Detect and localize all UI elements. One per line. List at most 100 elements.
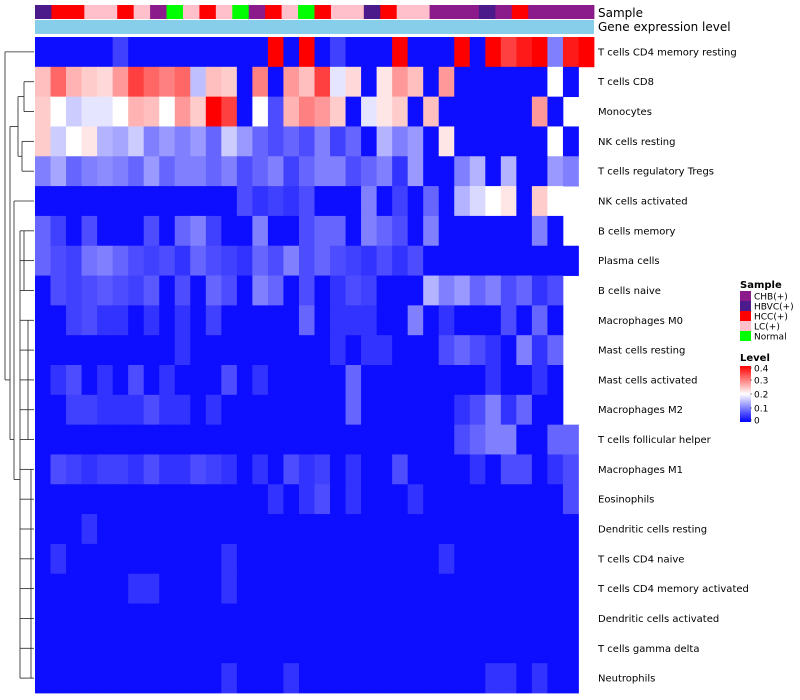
heatmap-cell <box>112 633 129 664</box>
heatmap-cell <box>35 424 51 455</box>
heatmap-cell <box>190 305 207 336</box>
heatmap-cell <box>376 663 393 694</box>
heatmap-cell <box>112 156 129 187</box>
heatmap-cell <box>454 454 471 485</box>
heatmap-cell <box>97 514 114 545</box>
heatmap-cell <box>50 37 67 68</box>
heatmap-cell <box>298 633 315 664</box>
row-label: NK cells activated <box>598 197 688 208</box>
heatmap-cell <box>392 156 409 187</box>
heatmap-cell <box>66 424 82 455</box>
heatmap-cell <box>221 96 238 127</box>
heatmap-cell <box>345 514 362 545</box>
heatmap-cell <box>159 156 176 187</box>
heatmap-cell <box>283 514 300 545</box>
sample-annotation-cell <box>347 5 365 19</box>
heatmap-cell <box>128 66 145 98</box>
heatmap-cell <box>469 573 486 604</box>
heatmap-cell <box>205 633 222 664</box>
heatmap-cell <box>314 126 331 157</box>
heatmap-cell <box>174 394 191 426</box>
heatmap-cell <box>485 215 502 247</box>
heatmap-cell <box>485 275 502 306</box>
heatmap-cell <box>221 305 238 336</box>
heatmap-cell <box>423 633 440 664</box>
heatmap-cell <box>267 186 284 217</box>
sample-annotation-cell <box>117 5 135 19</box>
heatmap-cell <box>205 663 222 694</box>
heatmap-cell <box>500 484 517 515</box>
heatmap-cell <box>392 66 409 98</box>
heatmap-cell <box>345 603 362 634</box>
heatmap-cell <box>81 663 98 694</box>
heatmap-cell <box>407 186 424 217</box>
heatmap-cell <box>190 156 207 187</box>
gene-expression-annotation-bar <box>35 20 594 34</box>
heatmap-cell <box>97 305 114 336</box>
heatmap-cell <box>469 424 486 455</box>
heatmap-cell <box>298 126 315 157</box>
row-labels: T cells CD4 memory resting T cells CD8 Mon… <box>597 47 749 684</box>
heatmap-cell <box>562 603 579 634</box>
heatmap-cell <box>97 394 114 426</box>
heatmap-cell <box>190 37 207 68</box>
heatmap-cell <box>547 335 564 366</box>
heatmap-cell <box>236 37 253 68</box>
heatmap-cell <box>50 543 67 575</box>
heatmap-cell <box>283 394 300 426</box>
heatmap-cell <box>469 66 486 98</box>
heatmap-cell <box>407 543 424 575</box>
heatmap-cell <box>205 573 222 604</box>
sample-annotation-cell <box>561 5 578 19</box>
legend-swatch <box>740 321 751 331</box>
heatmap-cell <box>438 126 455 157</box>
heatmap-cell <box>221 603 238 634</box>
heatmap-cell <box>66 66 82 98</box>
row-label: T cells CD8 <box>597 77 654 88</box>
heatmap-cell <box>66 37 82 68</box>
heatmap-cell <box>361 573 378 604</box>
heatmap-cell <box>205 96 222 127</box>
legend-level-title: Level <box>740 353 770 364</box>
heatmap-cell <box>361 96 378 127</box>
sample-annotation-cell <box>528 5 546 19</box>
heatmap-cell <box>531 454 548 485</box>
heatmap-cell <box>50 215 67 247</box>
heatmap-cell <box>128 275 145 306</box>
heatmap-cell <box>376 66 393 98</box>
heatmap-cell <box>143 573 160 604</box>
heatmap-cell <box>485 633 502 664</box>
heatmap-cell <box>531 275 548 306</box>
heatmap-cell <box>516 335 533 366</box>
heatmap-cell <box>500 215 517 247</box>
heatmap-cell <box>485 663 502 694</box>
heatmap-cell <box>205 275 222 306</box>
heatmap-cell <box>330 454 346 485</box>
heatmap-cell <box>469 365 486 396</box>
heatmap-cell <box>438 394 455 426</box>
heatmap-cell <box>221 156 238 187</box>
heatmap-cell <box>516 543 533 575</box>
heatmap-cell <box>547 424 564 455</box>
heatmap-cell <box>485 245 502 276</box>
heatmap-cell <box>438 424 455 455</box>
heatmap-cell <box>143 514 160 545</box>
heatmap-cell <box>407 275 424 306</box>
heatmap-cell <box>97 454 114 485</box>
heatmap-cell <box>267 514 284 545</box>
row-label: NK cells resting <box>598 137 675 148</box>
heatmap-cell <box>516 245 533 276</box>
heatmap-cell <box>128 335 145 366</box>
heatmap-cell <box>330 424 346 455</box>
heatmap-cell <box>50 66 67 98</box>
heatmap-cell <box>578 37 595 68</box>
heatmap-cell <box>407 454 424 485</box>
legend-tick-label: 0.1 <box>754 405 768 415</box>
heatmap-cell <box>438 454 455 485</box>
heatmap-cell <box>97 37 114 68</box>
heatmap-cell <box>221 663 238 694</box>
legend-tick-label: 0.3 <box>754 377 768 387</box>
heatmap-cell <box>236 215 253 247</box>
heatmap-cell <box>159 454 176 485</box>
heatmap-cell <box>562 66 579 98</box>
